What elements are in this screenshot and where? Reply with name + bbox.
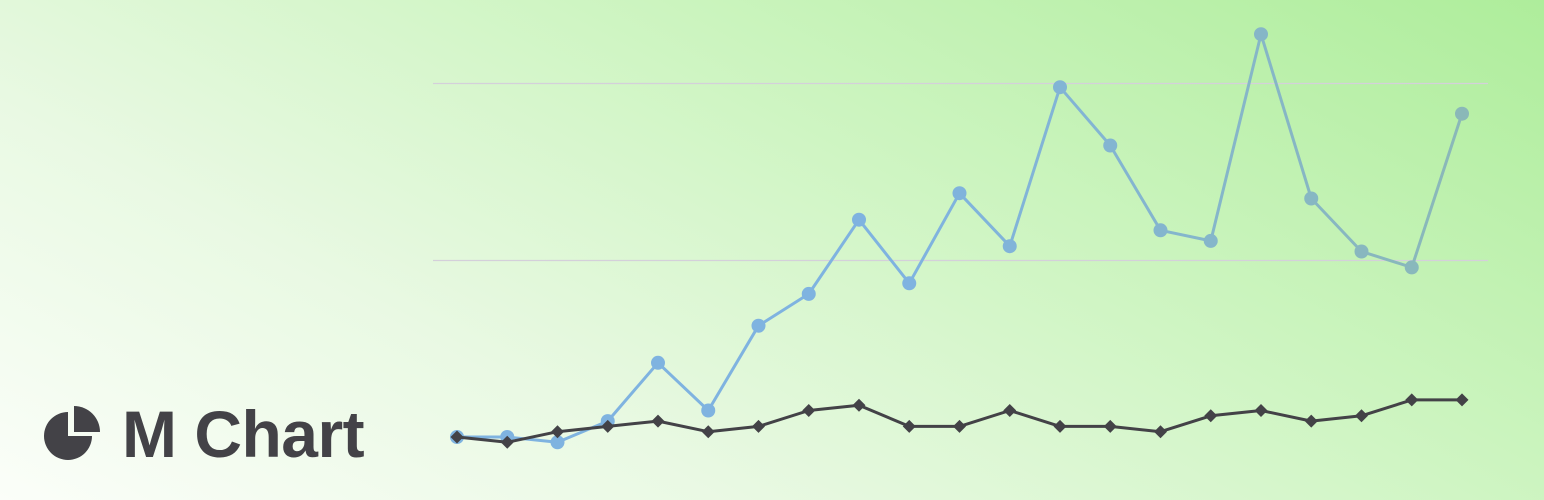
series-1-point-0 (450, 430, 464, 444)
series-0-point-11 (1002, 239, 1017, 254)
series-0-point-14 (1153, 223, 1168, 238)
brand-name: M Chart (122, 397, 365, 471)
series-1-point-8 (852, 398, 866, 412)
series-0-point-17 (1304, 191, 1319, 206)
series-1-point-13 (1103, 419, 1117, 433)
series-0-point-12 (1053, 80, 1067, 95)
series-1-point-7 (802, 404, 816, 417)
series-0-point-7 (801, 286, 816, 301)
series-0-point-9 (902, 276, 917, 291)
series-0-point-19 (1404, 260, 1419, 275)
series-1-point-17 (1304, 414, 1318, 428)
series-0-point-16 (1254, 27, 1268, 42)
series-1-point-19 (1405, 393, 1419, 407)
series-1-point-20 (1455, 393, 1469, 407)
series-1-point-18 (1355, 409, 1368, 423)
series-1-point-3 (601, 419, 615, 433)
series-1-point-16 (1254, 404, 1268, 417)
series-0-point-18 (1354, 244, 1369, 259)
series-0-point-4 (651, 355, 665, 370)
brand-logo: M Chart (44, 397, 365, 471)
series-1-point-11 (1003, 404, 1017, 417)
series-0-point-15 (1203, 233, 1218, 248)
series-0-point-6 (751, 318, 766, 333)
series-1-point-2 (551, 425, 564, 439)
pie-chart-icon (44, 406, 100, 460)
series-1-point-4 (651, 414, 665, 428)
series-1-point-15 (1204, 409, 1218, 423)
series-1-point-14 (1154, 425, 1167, 439)
series-0-point-10 (952, 186, 967, 201)
series-0-point-8 (852, 212, 866, 227)
series-0-line (457, 32, 1464, 444)
series-1-point-6 (752, 419, 765, 433)
series-1-point-10 (953, 419, 966, 433)
series-1-point-9 (902, 419, 916, 433)
series-1-point-1 (500, 435, 514, 449)
series-0-point-20 (1455, 106, 1469, 121)
series-1-point-5 (701, 425, 715, 439)
series-1-point-12 (1053, 419, 1067, 433)
series-0-point-5 (701, 403, 716, 418)
series-0-point-2 (550, 435, 565, 450)
series-0-point-13 (1103, 138, 1118, 153)
